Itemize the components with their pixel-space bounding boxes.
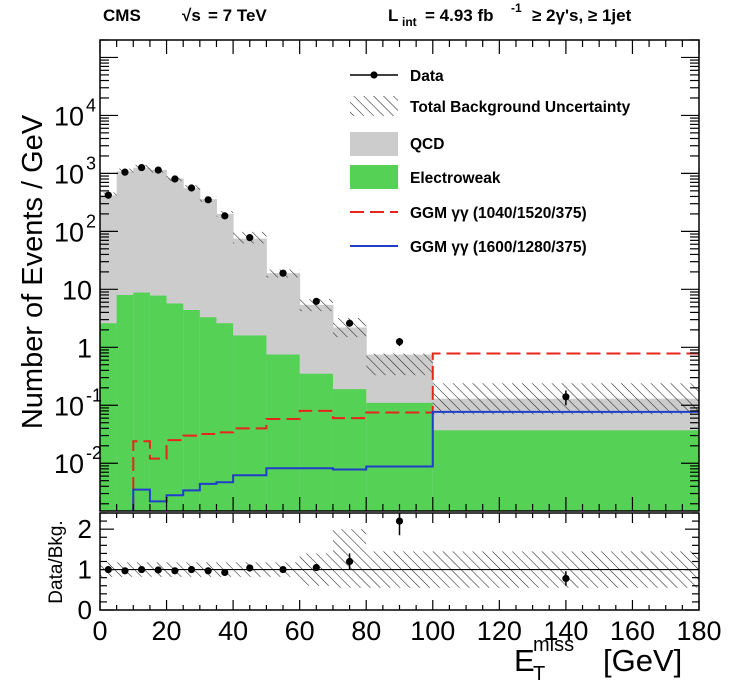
xtick-label: 140 [543, 616, 588, 646]
xtick-label: 0 [92, 616, 107, 646]
ratio-point [121, 567, 129, 575]
xlabel-main: E [514, 643, 535, 678]
data-point [121, 168, 129, 176]
ratio-ylabel: Data/Bkg. [46, 520, 67, 603]
ew-bar [299, 373, 334, 511]
legend-ggm1-label: GGM γγ (1040/1520/375) [410, 205, 587, 222]
main-ytick-exponent: 3 [86, 153, 96, 173]
legend-uncertainty-label: Total Background Uncertainty [410, 99, 631, 116]
experiment-label: CMS [103, 6, 141, 25]
legend: Data Total Background Uncertainty QCD El… [350, 68, 631, 256]
ew-bar [100, 323, 118, 511]
main-ytick-exponent: 2 [86, 211, 96, 231]
legend-ggm2-label: GGM γγ (1600/1280/375) [410, 239, 587, 256]
legend-ew-label: Electroweak [410, 170, 501, 187]
data-point [154, 166, 162, 174]
legend-data-marker [370, 71, 378, 79]
main-ylabel: Number of Events / GeV [17, 114, 49, 429]
main-ytick-exponent: -1 [86, 385, 102, 405]
main-ytick-label: 1 [77, 333, 92, 363]
xlabel-unit: [GeV] [603, 643, 682, 678]
main-ytick-label: 10 [54, 391, 84, 421]
legend-data-label: Data [410, 68, 444, 85]
xlabel-sub: T [533, 663, 545, 682]
main-ytick-label: 10 [54, 101, 84, 131]
xtick-label: 180 [676, 616, 721, 646]
xtick-label: 160 [610, 616, 655, 646]
ratio-point [137, 565, 146, 574]
xtick-label: 100 [410, 616, 455, 646]
xtick-label: 40 [218, 616, 248, 646]
legend-ew-swatch [350, 165, 398, 189]
ratio-point [395, 517, 404, 525]
selection-label: ≥ 2γ's, ≥ 1jet [532, 6, 632, 25]
ew-bar [266, 354, 301, 511]
xtick-label: 80 [351, 616, 381, 646]
ratio-point [187, 565, 196, 574]
xtick-label: 120 [477, 616, 522, 646]
ggm-1600-1280-375-line [132, 410, 699, 511]
bkg-uncertainty-band [332, 318, 367, 338]
data-point [221, 212, 229, 220]
data-point [137, 163, 146, 172]
data-point [246, 234, 254, 242]
legend-qcd-swatch [350, 132, 398, 156]
ew-bar [332, 389, 367, 511]
legend-qcd-label: QCD [410, 136, 444, 153]
ratio-ytick-label: 2 [78, 514, 92, 544]
ratio-point [345, 557, 354, 566]
data-point [204, 196, 212, 204]
data-point [562, 393, 570, 401]
lumi-sub: int [402, 15, 417, 29]
xtick-label: 20 [152, 616, 182, 646]
lumi-exp: -1 [511, 1, 522, 15]
bkg-uncertainty-band [366, 353, 433, 376]
data-point [279, 269, 287, 277]
ew-bar [133, 292, 151, 511]
ratio-point [562, 574, 570, 583]
main-ytick-label: 10 [62, 275, 92, 305]
lumi-L: L [388, 6, 398, 25]
ew-bar [116, 294, 134, 511]
ew-bar [183, 309, 201, 511]
ratio-point [171, 567, 179, 575]
ggm-1040-1520-375-line [132, 352, 699, 511]
energy-sqrt: √s [182, 6, 201, 25]
xtick-label: 60 [285, 616, 315, 646]
ew-bar [199, 317, 217, 511]
ratio-point [204, 567, 212, 575]
ratio-point [246, 564, 254, 572]
data-point [345, 319, 354, 327]
ew-bar [149, 295, 168, 511]
main-ytick-exponent: -2 [86, 443, 102, 463]
xlabel-sup: miss [533, 634, 574, 656]
ew-bar [216, 323, 234, 511]
ratio-point [221, 568, 229, 577]
data-point [187, 184, 196, 192]
main-ytick-label: 10 [54, 159, 84, 189]
data-point [395, 338, 404, 346]
ew-bar [233, 335, 267, 511]
data-point [312, 297, 320, 305]
main-ytick-label: 10 [54, 217, 84, 247]
ew-bar [366, 402, 434, 511]
ratio-ytick-label: 1 [78, 555, 92, 585]
ratio-point [312, 563, 320, 572]
legend-uncertainty-swatch [350, 96, 398, 116]
ratio-point [279, 565, 287, 574]
data-point [171, 175, 179, 183]
ratio-point [154, 566, 162, 574]
energy-label: = 7 TeV [208, 6, 267, 25]
bkg-uncertainty-band [299, 299, 333, 312]
ratio-ytick-label: 0 [78, 595, 92, 625]
ew-bar [166, 303, 184, 511]
lumi-value: = 4.93 fb [425, 6, 494, 25]
main-ytick-label: 10 [54, 449, 84, 479]
main-ytick-exponent: 4 [86, 95, 96, 115]
data-point [104, 191, 112, 199]
